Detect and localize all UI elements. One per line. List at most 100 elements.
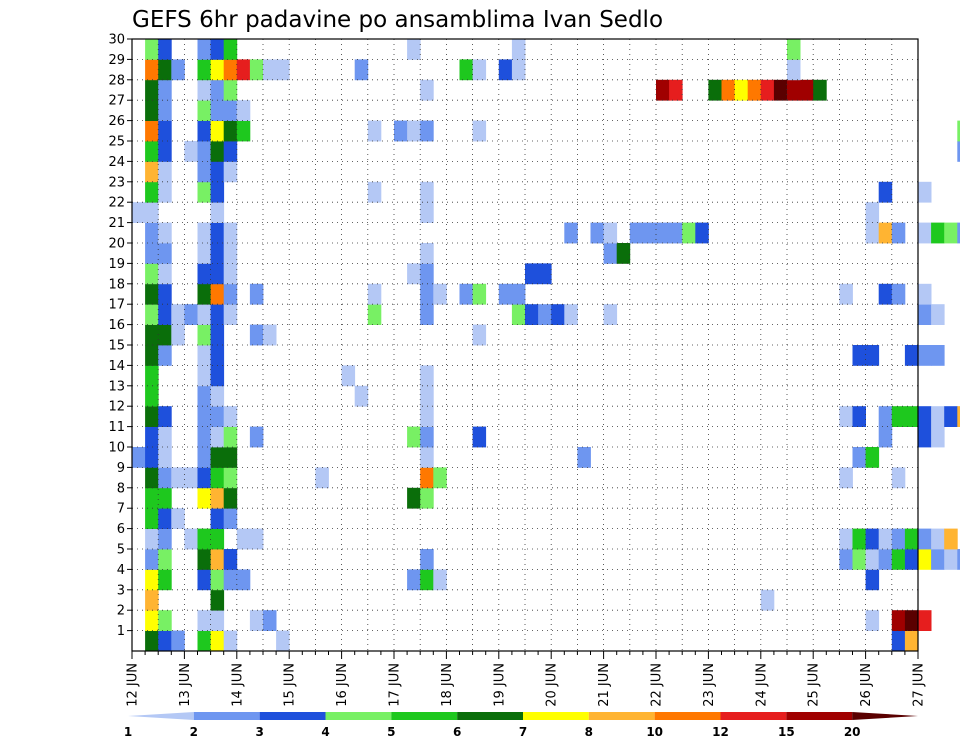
heatmap-cell <box>760 589 775 611</box>
heatmap-cell <box>210 345 225 366</box>
heatmap-cell <box>263 610 277 631</box>
colorbar-label: 7 <box>519 725 527 739</box>
heatmap-cell <box>511 39 526 60</box>
heatmap-cell <box>197 263 211 285</box>
heatmap-cell <box>878 426 893 448</box>
heatmap-cell <box>944 222 958 244</box>
heatmap-cell <box>158 467 172 489</box>
heatmap-cell <box>158 610 172 631</box>
y-tick-label: 28 <box>108 73 125 88</box>
colorbar-label: 6 <box>453 725 461 739</box>
heatmap-cell <box>852 345 866 366</box>
heatmap-cell <box>145 202 159 223</box>
heatmap-cell <box>210 324 225 346</box>
heatmap-cell <box>891 630 906 652</box>
heatmap-cell <box>918 528 932 550</box>
heatmap-cell <box>511 304 526 325</box>
heatmap-cell <box>249 426 264 448</box>
heatmap-cell <box>577 447 591 468</box>
x-tick-label: 24 JUN <box>754 663 769 707</box>
heatmap-cell <box>171 630 185 652</box>
heatmap-cell <box>420 569 434 591</box>
heatmap-cell <box>132 447 146 468</box>
heatmap-cell <box>249 528 264 550</box>
heatmap-cell <box>197 100 211 121</box>
heatmap-cell <box>249 283 264 305</box>
y-tick-label: 13 <box>108 379 125 394</box>
heatmap-cell <box>511 283 526 305</box>
heatmap-cell <box>420 467 434 489</box>
heatmap-cell <box>472 283 487 305</box>
heatmap-cell <box>145 385 159 407</box>
heatmap-cell <box>171 324 185 346</box>
heatmap-cell <box>315 467 329 489</box>
heatmap-cell <box>918 222 932 244</box>
heatmap-cell <box>197 79 211 101</box>
y-tick-label: 7 <box>117 502 125 517</box>
heatmap-cell <box>656 79 670 101</box>
heatmap-cell <box>145 59 159 81</box>
heatmap-cell <box>957 141 960 162</box>
heatmap-cell <box>957 406 960 427</box>
heatmap-cell <box>931 345 945 366</box>
heatmap-cell <box>276 59 290 81</box>
x-tick-label: 27 JUN <box>912 663 927 707</box>
heatmap-cell <box>865 610 880 631</box>
heatmap-cell <box>878 549 893 570</box>
heatmap-cell <box>210 447 225 468</box>
heatmap-cell <box>145 426 159 448</box>
heatmap-cell <box>223 406 238 427</box>
heatmap-cell <box>197 39 211 60</box>
heatmap-cell <box>420 181 434 203</box>
heatmap-cell <box>145 406 159 427</box>
heatmap-cell <box>420 304 434 325</box>
y-tick-label: 12 <box>108 400 125 415</box>
heatmap-cell <box>145 181 159 203</box>
heatmap-cell <box>472 59 487 81</box>
heatmap-cell <box>210 487 225 509</box>
heatmap-cell <box>367 120 382 142</box>
y-tick-label: 25 <box>108 135 125 150</box>
heatmap-cell <box>158 304 172 325</box>
heatmap-cell <box>865 569 880 591</box>
heatmap-cell <box>210 467 225 489</box>
heatmap-cell <box>145 222 159 244</box>
colorbar-swatch <box>457 712 523 720</box>
heatmap-cell <box>210 549 225 570</box>
heatmap-cell <box>210 79 225 101</box>
heatmap-cell <box>223 39 238 60</box>
heatmap-cell <box>210 202 225 223</box>
x-tick-label: 15 JUN <box>283 663 298 707</box>
x-tick-label: 26 JUN <box>859 663 874 707</box>
heatmap-cell <box>367 181 382 203</box>
colorbar-swatch <box>588 712 655 720</box>
colorbar-label: 2 <box>190 725 198 739</box>
heatmap-cell <box>904 610 919 631</box>
heatmap-cell <box>708 79 722 101</box>
heatmap-cell <box>865 447 880 468</box>
colorbar-label: 10 <box>646 725 663 739</box>
y-axis: 1234567891011121314151617181920212223242… <box>108 33 132 639</box>
y-tick-label: 24 <box>108 155 125 170</box>
heatmap-cell <box>931 549 945 570</box>
heatmap-cell <box>145 365 159 387</box>
heatmap-cell <box>210 528 225 550</box>
heatmap-cell <box>629 222 644 244</box>
heatmap-cell <box>682 222 696 244</box>
heatmap-cell <box>236 100 251 121</box>
heatmap-cell <box>511 59 526 81</box>
heatmap-cell <box>197 304 211 325</box>
heatmap-cell <box>210 161 225 183</box>
heatmap-cell <box>210 120 225 142</box>
heatmap-cell <box>944 549 958 570</box>
heatmap-cell <box>132 202 146 223</box>
heatmap-cell <box>249 610 264 631</box>
heatmap-cell <box>918 549 932 570</box>
heatmap-cell <box>184 304 198 325</box>
heatmap-cell <box>158 161 172 183</box>
heatmap-cell <box>158 406 172 427</box>
heatmap-cell <box>564 304 578 325</box>
heatmap-cell <box>223 100 238 121</box>
colorbar-label: 8 <box>585 725 593 739</box>
heatmap-cell <box>158 528 172 550</box>
